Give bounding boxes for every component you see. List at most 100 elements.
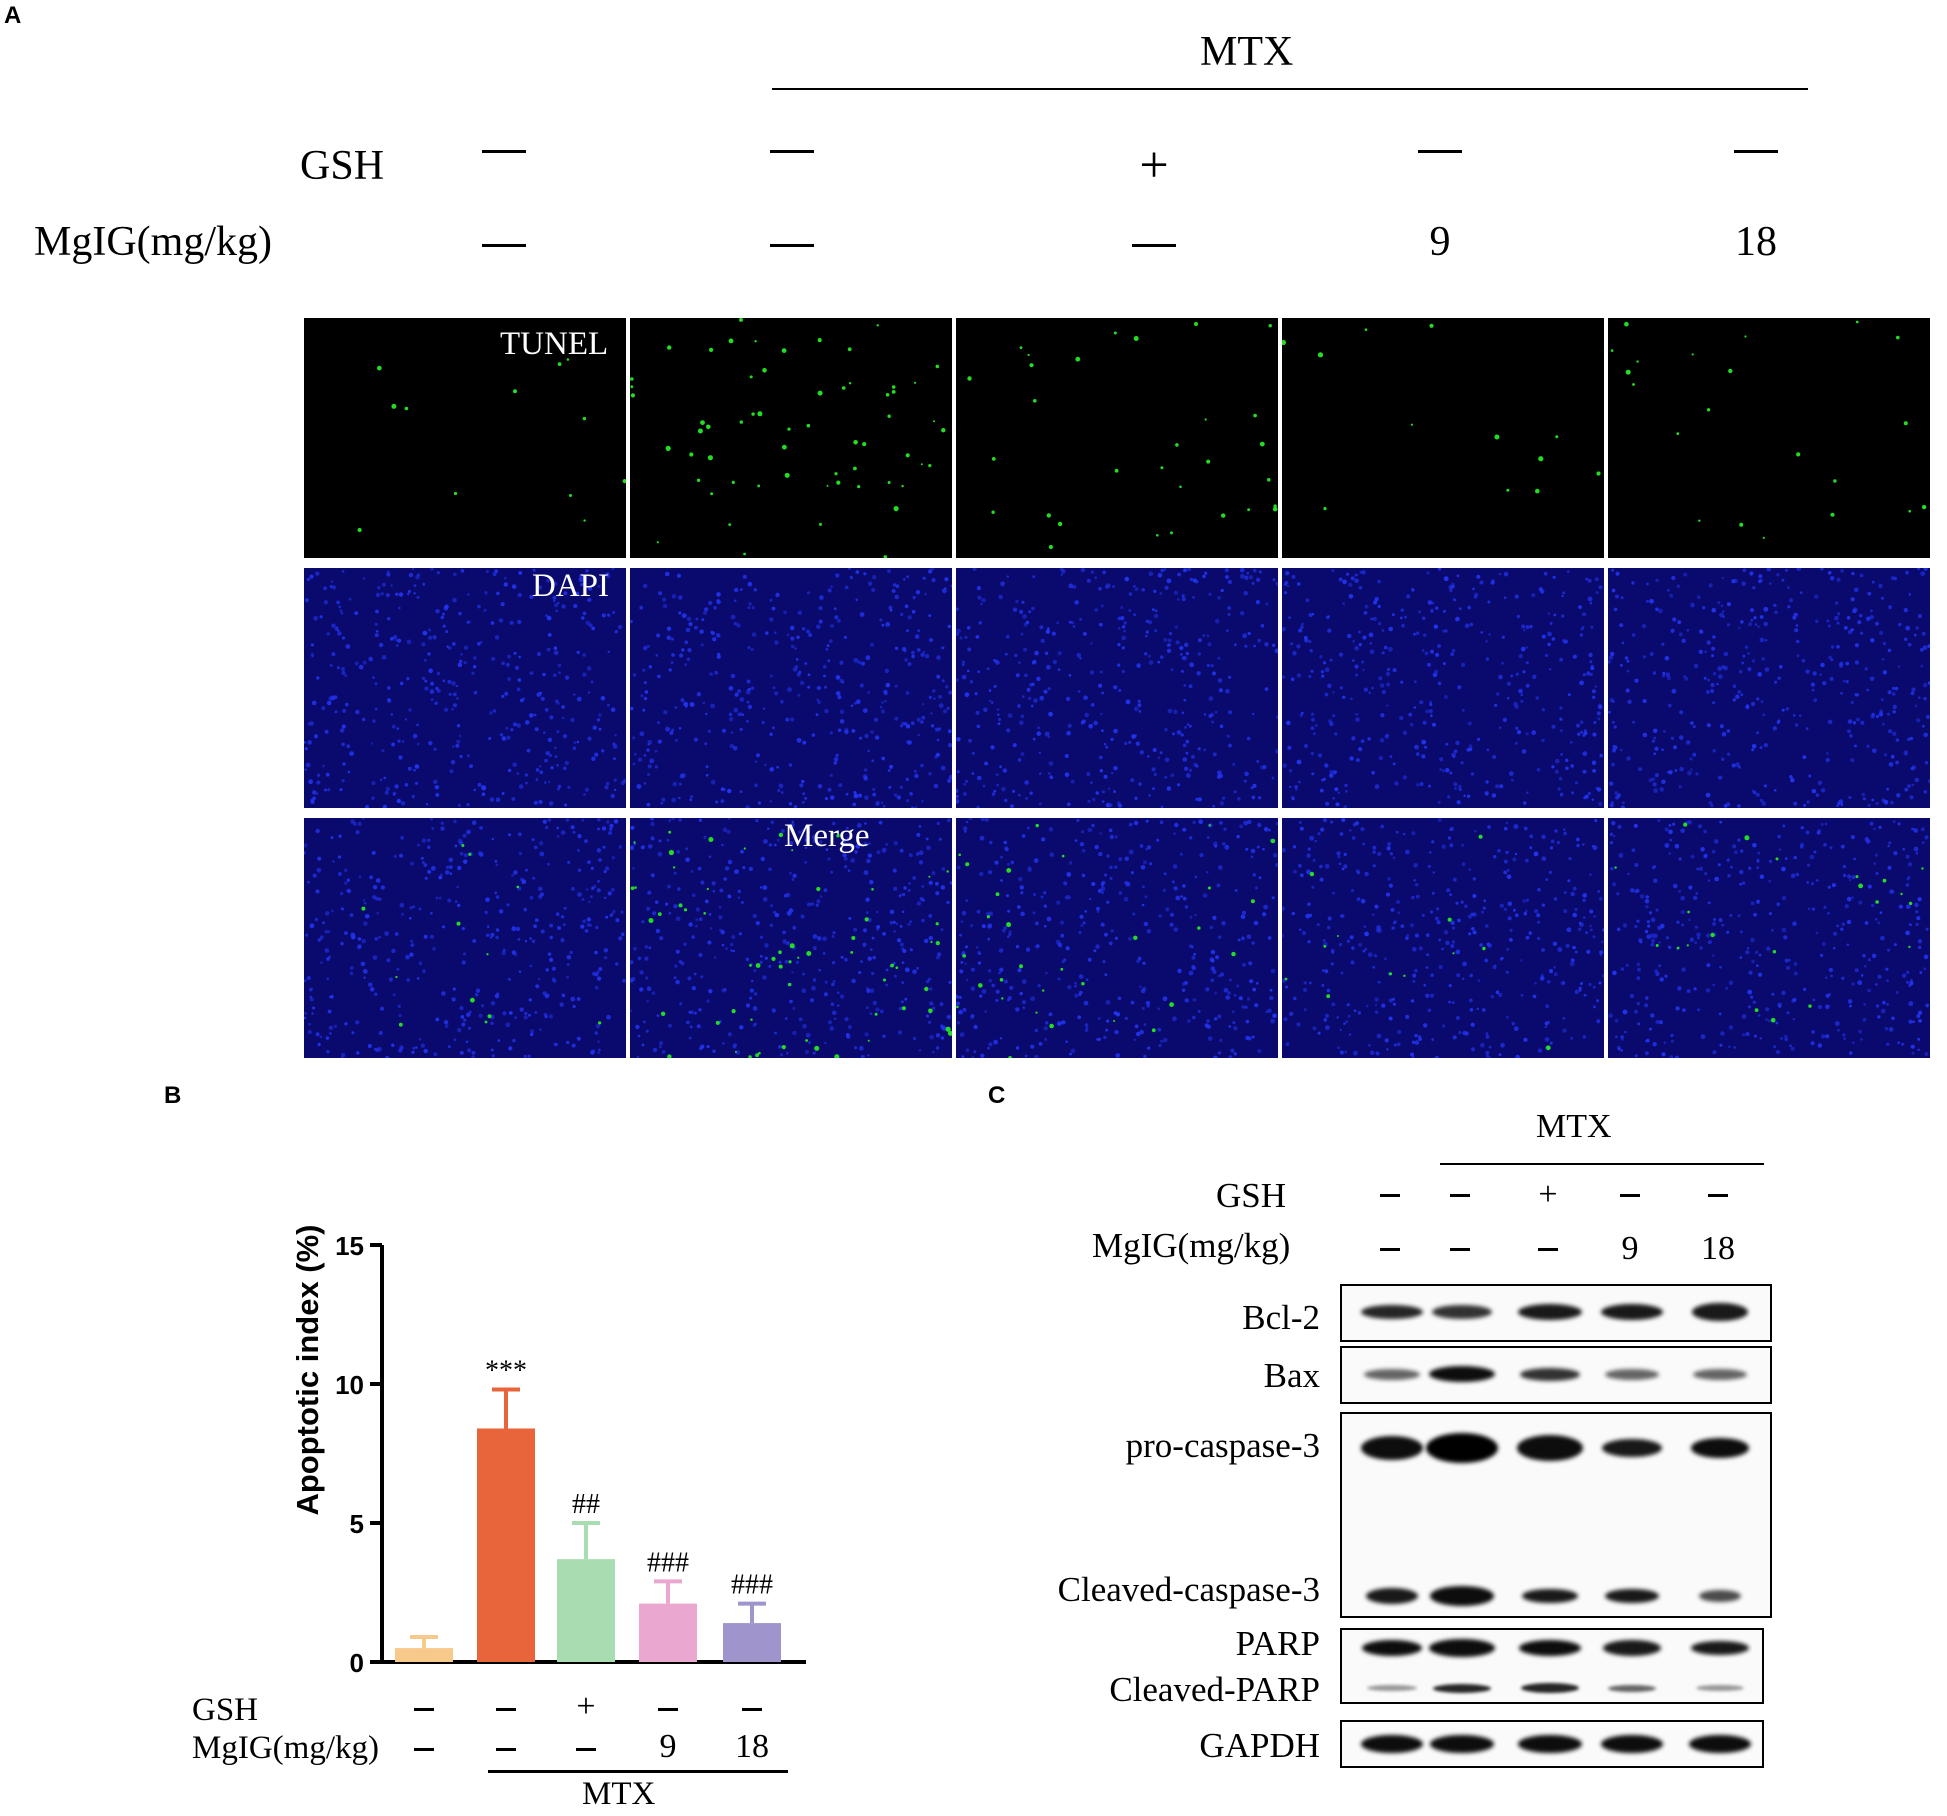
cleavedparp-label: Cleaved-PARP <box>1109 1670 1320 1709</box>
y-tick-label-1: 5 <box>350 1509 364 1539</box>
blot-bax-band-2 <box>1520 1367 1580 1381</box>
dapi-row-label: DAPI <box>532 568 610 604</box>
panel-c-mgig-value-3: 9 <box>1621 1230 1639 1267</box>
panel-c-mtx-line <box>1440 1163 1764 1165</box>
panel-c-letter: C <box>988 1082 1006 1109</box>
chart-y-axis-label: Apoptotic index (%) <box>290 1224 325 1516</box>
panel-a-mgig-value-4: 18 <box>1735 219 1777 265</box>
y-tick-label-3: 15 <box>335 1231 364 1261</box>
caspase-blot <box>1340 1412 1772 1618</box>
blot-bcl2-band-0 <box>1361 1305 1423 1319</box>
bax-blot <box>1340 1346 1772 1404</box>
panel-c-mtx-label: MTX <box>1536 1108 1612 1145</box>
blot-bcl2-band-1 <box>1432 1305 1492 1319</box>
dapi-image-0 <box>304 568 626 808</box>
panel-a-mgig-value-3: 9 <box>1429 219 1451 265</box>
panel-a-letter: A <box>4 2 22 29</box>
tunel-image-4 <box>1608 318 1930 558</box>
panel-b-mtx-line <box>488 1770 788 1773</box>
blot-parp-cleaved-band-4 <box>1696 1685 1744 1691</box>
panel-b-gsh-value-2: + <box>576 1688 596 1725</box>
blot-bax-band-1 <box>1429 1366 1495 1382</box>
panel-b-mgig-value-4: 18 <box>735 1728 769 1765</box>
blot-parp-cleaved-band-2 <box>1521 1683 1579 1693</box>
merge-row-label: Merge <box>784 818 870 854</box>
blot-bax-band-3 <box>1605 1368 1659 1380</box>
tunel-row-label: TUNEL <box>500 326 609 362</box>
bar-annotation-2: ## <box>572 1489 600 1520</box>
blot-gapdh-band-0 <box>1361 1735 1423 1753</box>
blot-casp-band-0 <box>1361 1436 1423 1460</box>
blot-casp-band-2 <box>1517 1435 1583 1461</box>
blot-casp-band-1 <box>1426 1433 1498 1463</box>
y-tick-label-0: 0 <box>350 1648 364 1678</box>
panel-c-gsh-value-2: + <box>1538 1176 1558 1213</box>
dapi-image-4 <box>1608 568 1930 808</box>
blot-gapdh-band-1 <box>1430 1735 1494 1753</box>
bar-annotation-1: *** <box>485 1356 527 1387</box>
panel-c-gsh-label: GSH <box>1216 1176 1287 1215</box>
merge-image-3 <box>1282 818 1604 1058</box>
dapi-image-2 <box>956 568 1278 808</box>
gapdh-label: GAPDH <box>1199 1726 1320 1765</box>
blot-parp-cleaved-band-3 <box>1608 1684 1656 1692</box>
merge-image-1 <box>630 818 952 1058</box>
blot-bax-band-0 <box>1364 1368 1420 1380</box>
panel-a-gsh-label: GSH <box>300 143 385 189</box>
bax-label: Bax <box>1263 1356 1320 1395</box>
blot-casp-cleaved-band-0 <box>1366 1588 1418 1604</box>
panel-a-mtx-line <box>772 88 1808 90</box>
blot-bcl2-band-4 <box>1692 1303 1748 1321</box>
bar-4 <box>723 1623 781 1662</box>
tunel-image-2 <box>956 318 1278 558</box>
blot-gapdh-band-2 <box>1518 1735 1582 1753</box>
blot-parp-band-2 <box>1519 1640 1581 1656</box>
tunel-image-1 <box>630 318 952 558</box>
blot-casp-band-3 <box>1602 1439 1662 1457</box>
blot-parp-band-4 <box>1691 1641 1749 1655</box>
blot-parp-cleaved-band-1 <box>1433 1683 1491 1693</box>
panel-a-gsh-value-2: + <box>1139 137 1169 194</box>
merge-image-0 <box>304 818 626 1058</box>
y-tick-label-2: 10 <box>335 1370 364 1400</box>
bar-3 <box>639 1603 697 1662</box>
blot-gapdh-band-3 <box>1601 1735 1663 1753</box>
panel-c-mgig-label: MgIG(mg/kg) <box>1092 1226 1291 1265</box>
parp-label: PARP <box>1235 1624 1320 1663</box>
panel-c-mgig-value-4: 18 <box>1701 1230 1735 1267</box>
bar-annotation-4: ### <box>731 1570 773 1601</box>
gapdh-blot <box>1340 1720 1764 1768</box>
procasp-label: pro-caspase-3 <box>1125 1426 1320 1465</box>
bar-annotation-3: ### <box>647 1547 689 1578</box>
cleavedcasp-label: Cleaved-caspase-3 <box>1057 1570 1320 1609</box>
bar-1 <box>477 1428 535 1662</box>
blot-casp-cleaved-band-1 <box>1430 1586 1494 1606</box>
blot-parp-band-3 <box>1603 1640 1661 1656</box>
panel-a-mtx-label: MTX <box>1200 29 1294 75</box>
panel-b-gsh-label: GSH <box>192 1692 259 1728</box>
microscopy-grid <box>304 318 1947 1060</box>
blot-parp-band-1 <box>1429 1639 1495 1657</box>
blot-gapdh-band-4 <box>1689 1735 1751 1753</box>
panel-b-mgig-label: MgIG(mg/kg) <box>192 1730 379 1766</box>
blot-bcl2-band-2 <box>1518 1304 1582 1320</box>
dapi-image-1 <box>630 568 952 808</box>
bar-0 <box>395 1648 453 1662</box>
merge-image-4 <box>1608 818 1930 1058</box>
dapi-image-3 <box>1282 568 1604 808</box>
panel-b-mgig-value-3: 9 <box>659 1728 677 1765</box>
blot-casp-band-4 <box>1691 1438 1749 1458</box>
blot-bcl2-band-3 <box>1601 1304 1663 1320</box>
blot-bax-band-4 <box>1693 1368 1747 1380</box>
bar-2 <box>557 1559 615 1662</box>
panel-a-mgig-label: MgIG(mg/kg) <box>34 219 272 265</box>
blot-parp-band-0 <box>1362 1640 1422 1656</box>
blot-casp-cleaved-band-3 <box>1605 1589 1659 1603</box>
merge-image-2 <box>956 818 1278 1058</box>
tunel-image-3 <box>1282 318 1604 558</box>
blot-casp-cleaved-band-2 <box>1522 1589 1578 1603</box>
bcl2-label: Bcl-2 <box>1242 1298 1320 1337</box>
bcl2-blot <box>1340 1284 1772 1342</box>
parp-blot <box>1340 1628 1764 1704</box>
